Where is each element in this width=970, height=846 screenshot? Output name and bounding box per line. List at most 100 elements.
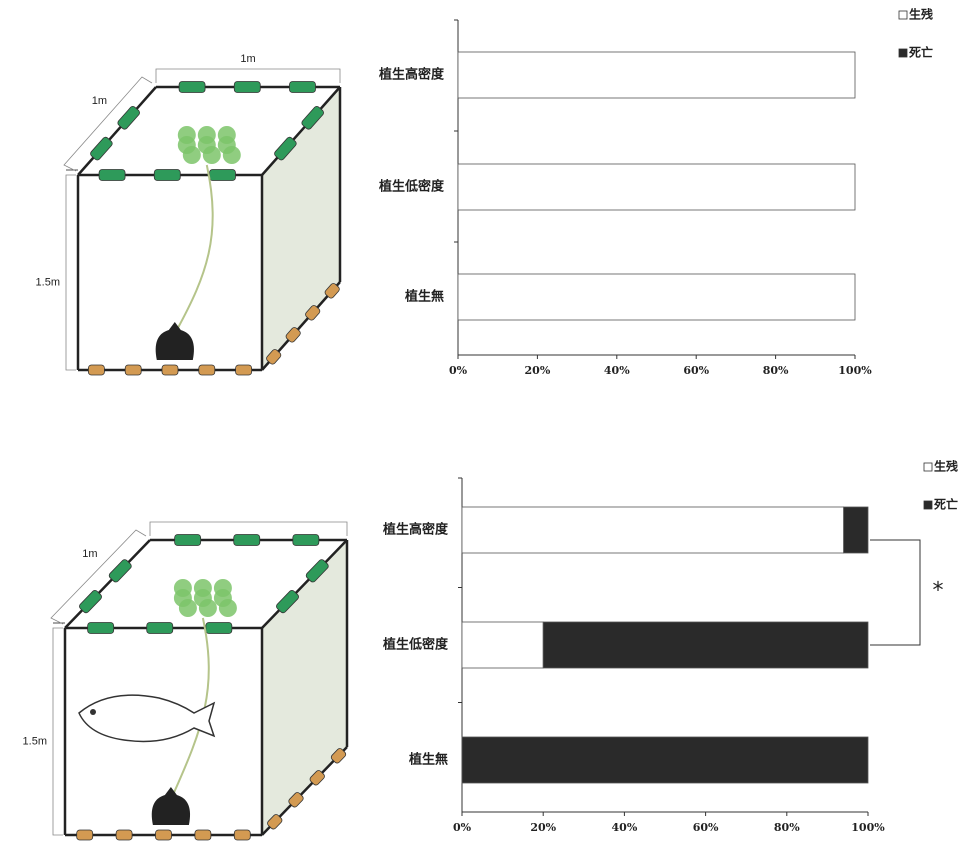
category-label: 植生低密度 [378,179,445,195]
cube-diagram: 1m 1.5m [23,521,349,841]
float [124,364,142,376]
plant-leaf [218,599,237,617]
bar [457,273,856,321]
bar [457,163,856,211]
x-tick-label: 100% [851,821,885,834]
float [274,136,297,161]
float [198,364,216,376]
float [324,283,340,299]
legend-label: 死亡 [934,497,958,512]
float [146,622,174,634]
float [285,327,301,343]
float [115,829,133,841]
legend-swatch [923,462,933,472]
depth-label: 1m [92,95,107,107]
float [288,792,304,808]
float [153,169,181,181]
x-tick-label: 80% [774,821,800,834]
x-tick-label: 40% [604,364,630,377]
x-tick-label: 40% [612,821,638,834]
bag [151,787,191,825]
x-tick-label: 60% [693,821,719,834]
float [305,559,329,583]
float [266,349,282,365]
height-label: 1.5m [36,276,60,288]
x-tick-label: 100% [838,364,872,377]
float [233,829,251,841]
dim-line [50,529,147,625]
fish-eye [90,709,96,715]
frame [261,86,341,176]
float [309,770,325,786]
float [178,81,206,93]
x-tick-label: 80% [763,364,789,377]
bar [461,506,845,554]
fish [78,694,216,743]
float [87,622,115,634]
float [235,364,253,376]
bag [155,322,194,360]
float [88,364,105,376]
float [161,364,179,376]
frame [77,86,157,176]
float [233,534,261,546]
height-label: 1.5m [23,735,47,747]
dim-line [155,68,341,83]
x-tick-label: 0% [449,364,468,377]
float [108,559,132,583]
x-tick-label: 0% [453,821,472,834]
category-label: 植生低密度 [382,637,449,653]
float [76,829,94,841]
float [267,814,283,830]
side-net [262,540,347,835]
legend-swatch [898,48,908,58]
legend-label: 生残 [909,7,933,22]
width-label: 1m [240,53,255,65]
float [289,81,316,93]
float [330,748,347,764]
x-tick-label: 20% [530,821,556,834]
annotation: * [933,579,944,604]
category-label: 植生高密度 [382,522,449,538]
x-tick-label: 20% [525,364,551,377]
bar [843,506,869,554]
float [205,622,233,634]
float [276,589,299,614]
plant-leaf [222,146,241,164]
bar [461,736,869,784]
float [292,534,320,546]
category-label: 植生無 [404,289,444,305]
category-label: 植生無 [408,752,448,768]
frame [64,539,151,629]
float [194,829,212,841]
float [90,136,113,161]
plant-leaf [182,146,201,164]
depth-label: 1m [82,548,97,560]
dim-line [52,627,63,836]
legend-swatch [923,500,933,510]
float [209,169,236,181]
legend-label: 死亡 [909,45,933,60]
legend-swatch [898,10,908,20]
bar [457,51,856,99]
float [98,169,126,181]
significance-bracket [870,539,921,646]
legend-label: 生残 [934,459,958,474]
float [117,106,140,130]
dim-line [149,521,348,536]
bar [542,621,869,669]
frame [261,539,348,629]
dim-line [63,76,153,172]
bar [461,621,544,669]
cube-diagram: 1m 1m 1.5m [36,53,342,376]
float [233,81,261,93]
plant-leaf [198,599,217,617]
dim-line [65,174,76,371]
plant-leaf [178,599,197,617]
plant-leaf [202,146,221,164]
category-label: 植生高密度 [378,67,445,83]
float [79,589,102,614]
x-tick-label: 60% [683,364,709,377]
float [305,305,321,321]
